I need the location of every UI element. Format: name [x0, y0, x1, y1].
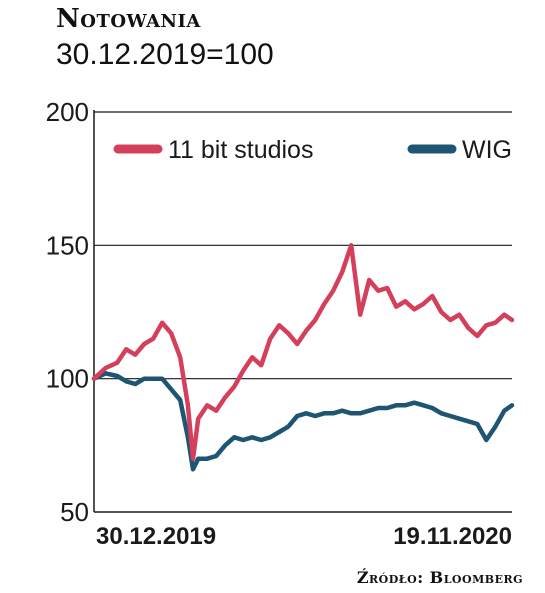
- x-tick-label-end: 19.11.2020: [393, 523, 512, 550]
- y-tick-label: 150: [46, 230, 89, 260]
- legend-label-11bit-studios: 11 bit studios: [168, 136, 313, 164]
- y-tick-label: 100: [46, 364, 89, 394]
- x-tick-label-start: 30.12.2019: [96, 523, 216, 550]
- page-title: Notowania: [56, 4, 201, 34]
- axes: [93, 110, 512, 513]
- legend-label-wig: WIG: [462, 136, 512, 164]
- series-line-11bit-studios: [91, 243, 515, 461]
- page-subtitle: 30.12.2019=100: [56, 38, 274, 71]
- y-tick-label: 50: [60, 497, 89, 527]
- legend: 11 bit studios WIG: [113, 136, 512, 164]
- y-tick-label: 200: [46, 97, 89, 127]
- tick-labels: 200 150 100 50 30.12.2019 19.11.2020: [46, 97, 512, 550]
- source-note: Źródło: Bloomberg: [356, 568, 523, 587]
- series-lines: [91, 243, 515, 472]
- series-line-wig: [91, 371, 515, 472]
